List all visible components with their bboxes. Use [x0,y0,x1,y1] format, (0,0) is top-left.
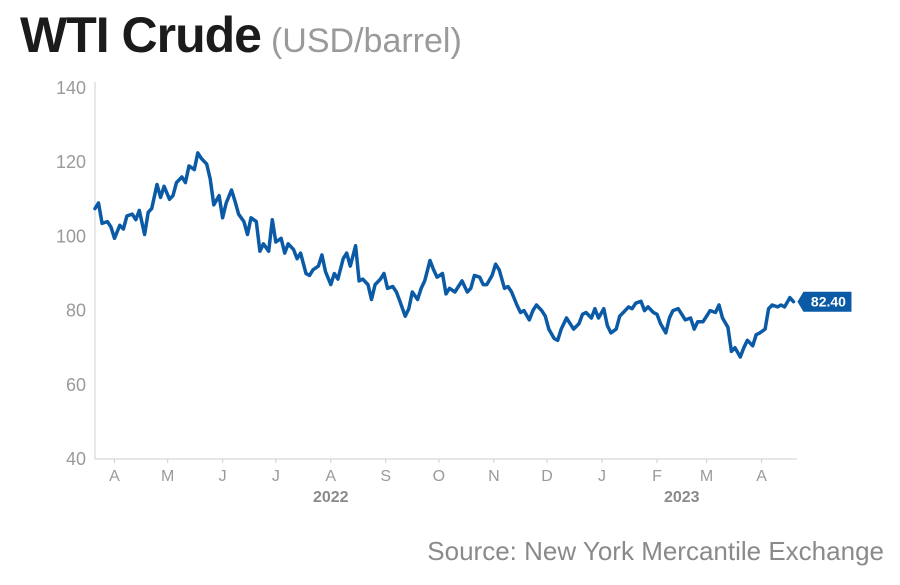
series-layer [93,151,796,359]
x-tick-label: M [700,468,713,485]
last-value-badge [797,291,852,312]
year-label: 2023 [664,489,700,506]
y-tick-label: 140 [56,78,86,98]
last-value-callout: 82.40 [797,291,852,312]
source-note: Source: New York Mercantile Exchange [427,536,884,566]
chart-title-main: WTI Crude [20,7,262,63]
y-tick-label: 120 [56,152,86,172]
x-tick-label: J [272,468,280,485]
year-label: 2022 [313,489,349,506]
x-tick-label: O [433,468,445,485]
x-tick-label: M [161,468,174,485]
x-tick-label: J [219,468,227,485]
y-axis: 40 60 80 100 120 140 [56,78,96,469]
y-tick-label: 40 [66,449,86,469]
x-tick-label: A [109,468,120,485]
chart-title-unit: (USD/barrel) [270,22,462,60]
x-tick-label: A [756,468,767,485]
x-tick-label: S [380,468,391,485]
last-value-text: 82.40 [811,294,846,310]
x-axis: A M J J A S O N D J F M A 2022 2023 [95,458,797,506]
x-tick-label: D [541,468,553,485]
series-line-wti [93,151,796,359]
x-tick-label: J [598,468,606,485]
x-tick-label: F [652,468,662,485]
chart-title: WTI Crude (USD/barrel) [20,6,462,64]
x-tick-label: A [325,468,336,485]
y-tick-label: 60 [66,375,86,395]
x-tick-label: N [488,468,500,485]
y-tick-label: 80 [66,301,86,321]
y-tick-label: 100 [56,226,86,246]
